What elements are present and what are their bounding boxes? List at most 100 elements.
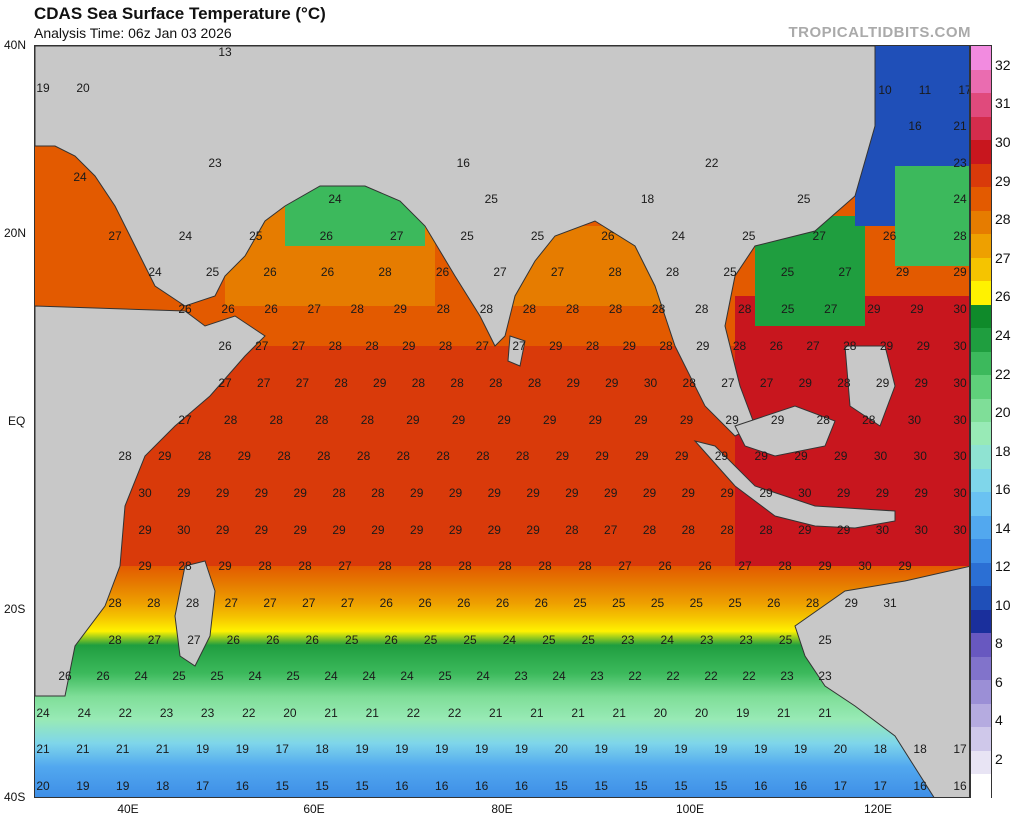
sst-value: 17: [834, 779, 848, 793]
colorbar-tick-label: 30: [995, 134, 1011, 150]
sst-value: 29: [798, 523, 812, 537]
sst-value: 29: [634, 413, 648, 427]
west-pacific-green: [895, 166, 969, 266]
sst-value: 22: [628, 669, 642, 683]
sst-value: 19: [196, 742, 210, 756]
sst-value: 29: [497, 413, 511, 427]
sst-value: 28: [843, 339, 857, 353]
sst-value: 27: [263, 596, 277, 610]
sst-value: 29: [604, 486, 618, 500]
sst-value: 19: [714, 742, 728, 756]
sst-value: 30: [953, 449, 967, 463]
sst-value: 30: [914, 449, 928, 463]
sst-value: 28: [806, 596, 820, 610]
sst-value: 28: [523, 302, 537, 316]
sst-value: 19: [794, 742, 808, 756]
colorbar-segment: [971, 585, 991, 610]
sst-value: 28: [178, 559, 192, 573]
sst-value: 28: [437, 302, 451, 316]
sst-value: 30: [644, 376, 658, 390]
sst-value: 21: [366, 706, 380, 720]
sst-value: 26: [218, 339, 232, 353]
sst-value: 16: [236, 779, 250, 793]
colorbar: [970, 45, 992, 798]
sst-value: 28: [528, 376, 542, 390]
sst-value: 29: [394, 302, 408, 316]
sst-value: 25: [582, 633, 596, 647]
sst-value: 22: [742, 669, 756, 683]
sst-value: 25: [210, 669, 224, 683]
sst-value: 19: [595, 742, 609, 756]
sst-value: 28: [666, 265, 680, 279]
sst-value: 28: [329, 339, 343, 353]
sst-value: 17: [953, 742, 967, 756]
sst-value: 27: [218, 376, 232, 390]
sst-value: 29: [643, 486, 657, 500]
sst-value: 20: [76, 81, 90, 95]
sst-value: 28: [953, 229, 967, 243]
colorbar-segment: [971, 186, 991, 211]
sst-value: 24: [552, 669, 566, 683]
sst-value: 23: [590, 669, 604, 683]
sst-value: 21: [613, 706, 627, 720]
sst-value: 30: [953, 302, 967, 316]
colorbar-segment: [971, 491, 991, 516]
sst-value: 24: [503, 633, 517, 647]
sst-value: 29: [526, 486, 540, 500]
colorbar-tick-label: 6: [995, 674, 1003, 690]
sst-value: 29: [953, 265, 967, 279]
sst-value: 27: [292, 339, 306, 353]
sst-value: 24: [36, 706, 50, 720]
sst-value: 29: [720, 486, 734, 500]
sst-value: 27: [108, 229, 122, 243]
sst-value: 29: [589, 413, 603, 427]
sst-value: 23: [780, 669, 794, 683]
sst-value: 19: [36, 81, 50, 95]
sri-lanka: [507, 335, 526, 367]
sst-value: 24: [134, 669, 148, 683]
sst-map: 13 19 20 10 11 17 16 21 23 16 22 23 24 24 25 18 25 24 27 24…: [34, 45, 970, 798]
sst-value: 22: [704, 669, 718, 683]
colorbar-segment: [971, 210, 991, 235]
sst-value: 25: [542, 633, 556, 647]
sst-value: 26: [266, 633, 280, 647]
sst-value: 16: [953, 779, 967, 793]
sst-map-canvas: 13 19 20 10 11 17 16 21 23 16 22 23 24 24 25 18 25 24 27 24…: [35, 46, 969, 797]
sst-value: 30: [177, 523, 191, 537]
sst-value: 28: [439, 339, 453, 353]
sst-value: 28: [738, 302, 752, 316]
sst-value: 26: [658, 559, 672, 573]
sst-value: 22: [448, 706, 462, 720]
sst-value: 24: [661, 633, 675, 647]
lat-label-20s: 20S: [4, 602, 26, 616]
borneo: [734, 405, 836, 457]
sst-value: 23: [700, 633, 714, 647]
sst-value: 29: [216, 523, 230, 537]
sst-value: 28: [498, 559, 512, 573]
sst-value: 21: [36, 742, 50, 756]
sst-value: 25: [573, 596, 587, 610]
sst-value: 20: [283, 706, 297, 720]
sst-value: 29: [488, 523, 502, 537]
sst-value: 27: [760, 376, 774, 390]
sst-value: 27: [512, 339, 526, 353]
sst-value: 30: [798, 486, 812, 500]
sst-value: 26: [321, 265, 335, 279]
colorbar-tick-label: 28: [995, 211, 1011, 227]
sst-value: 27: [225, 596, 239, 610]
sst-value: 26: [601, 229, 615, 243]
sst-value: 28: [565, 523, 579, 537]
lon-label-120e: 120E: [863, 802, 893, 816]
sst-value: 21: [76, 742, 90, 756]
sst-value: 29: [896, 265, 910, 279]
sst-value: 28: [695, 302, 709, 316]
sst-value: 25: [612, 596, 626, 610]
colorbar-segment: [971, 46, 991, 70]
colorbar-segment: [971, 257, 991, 282]
sst-value: 16: [754, 779, 768, 793]
sst-value: 28: [378, 559, 392, 573]
sst-value: 16: [457, 156, 471, 170]
sst-value: 28: [516, 449, 530, 463]
sst-value: 29: [218, 559, 232, 573]
sst-value: 18: [641, 192, 655, 206]
